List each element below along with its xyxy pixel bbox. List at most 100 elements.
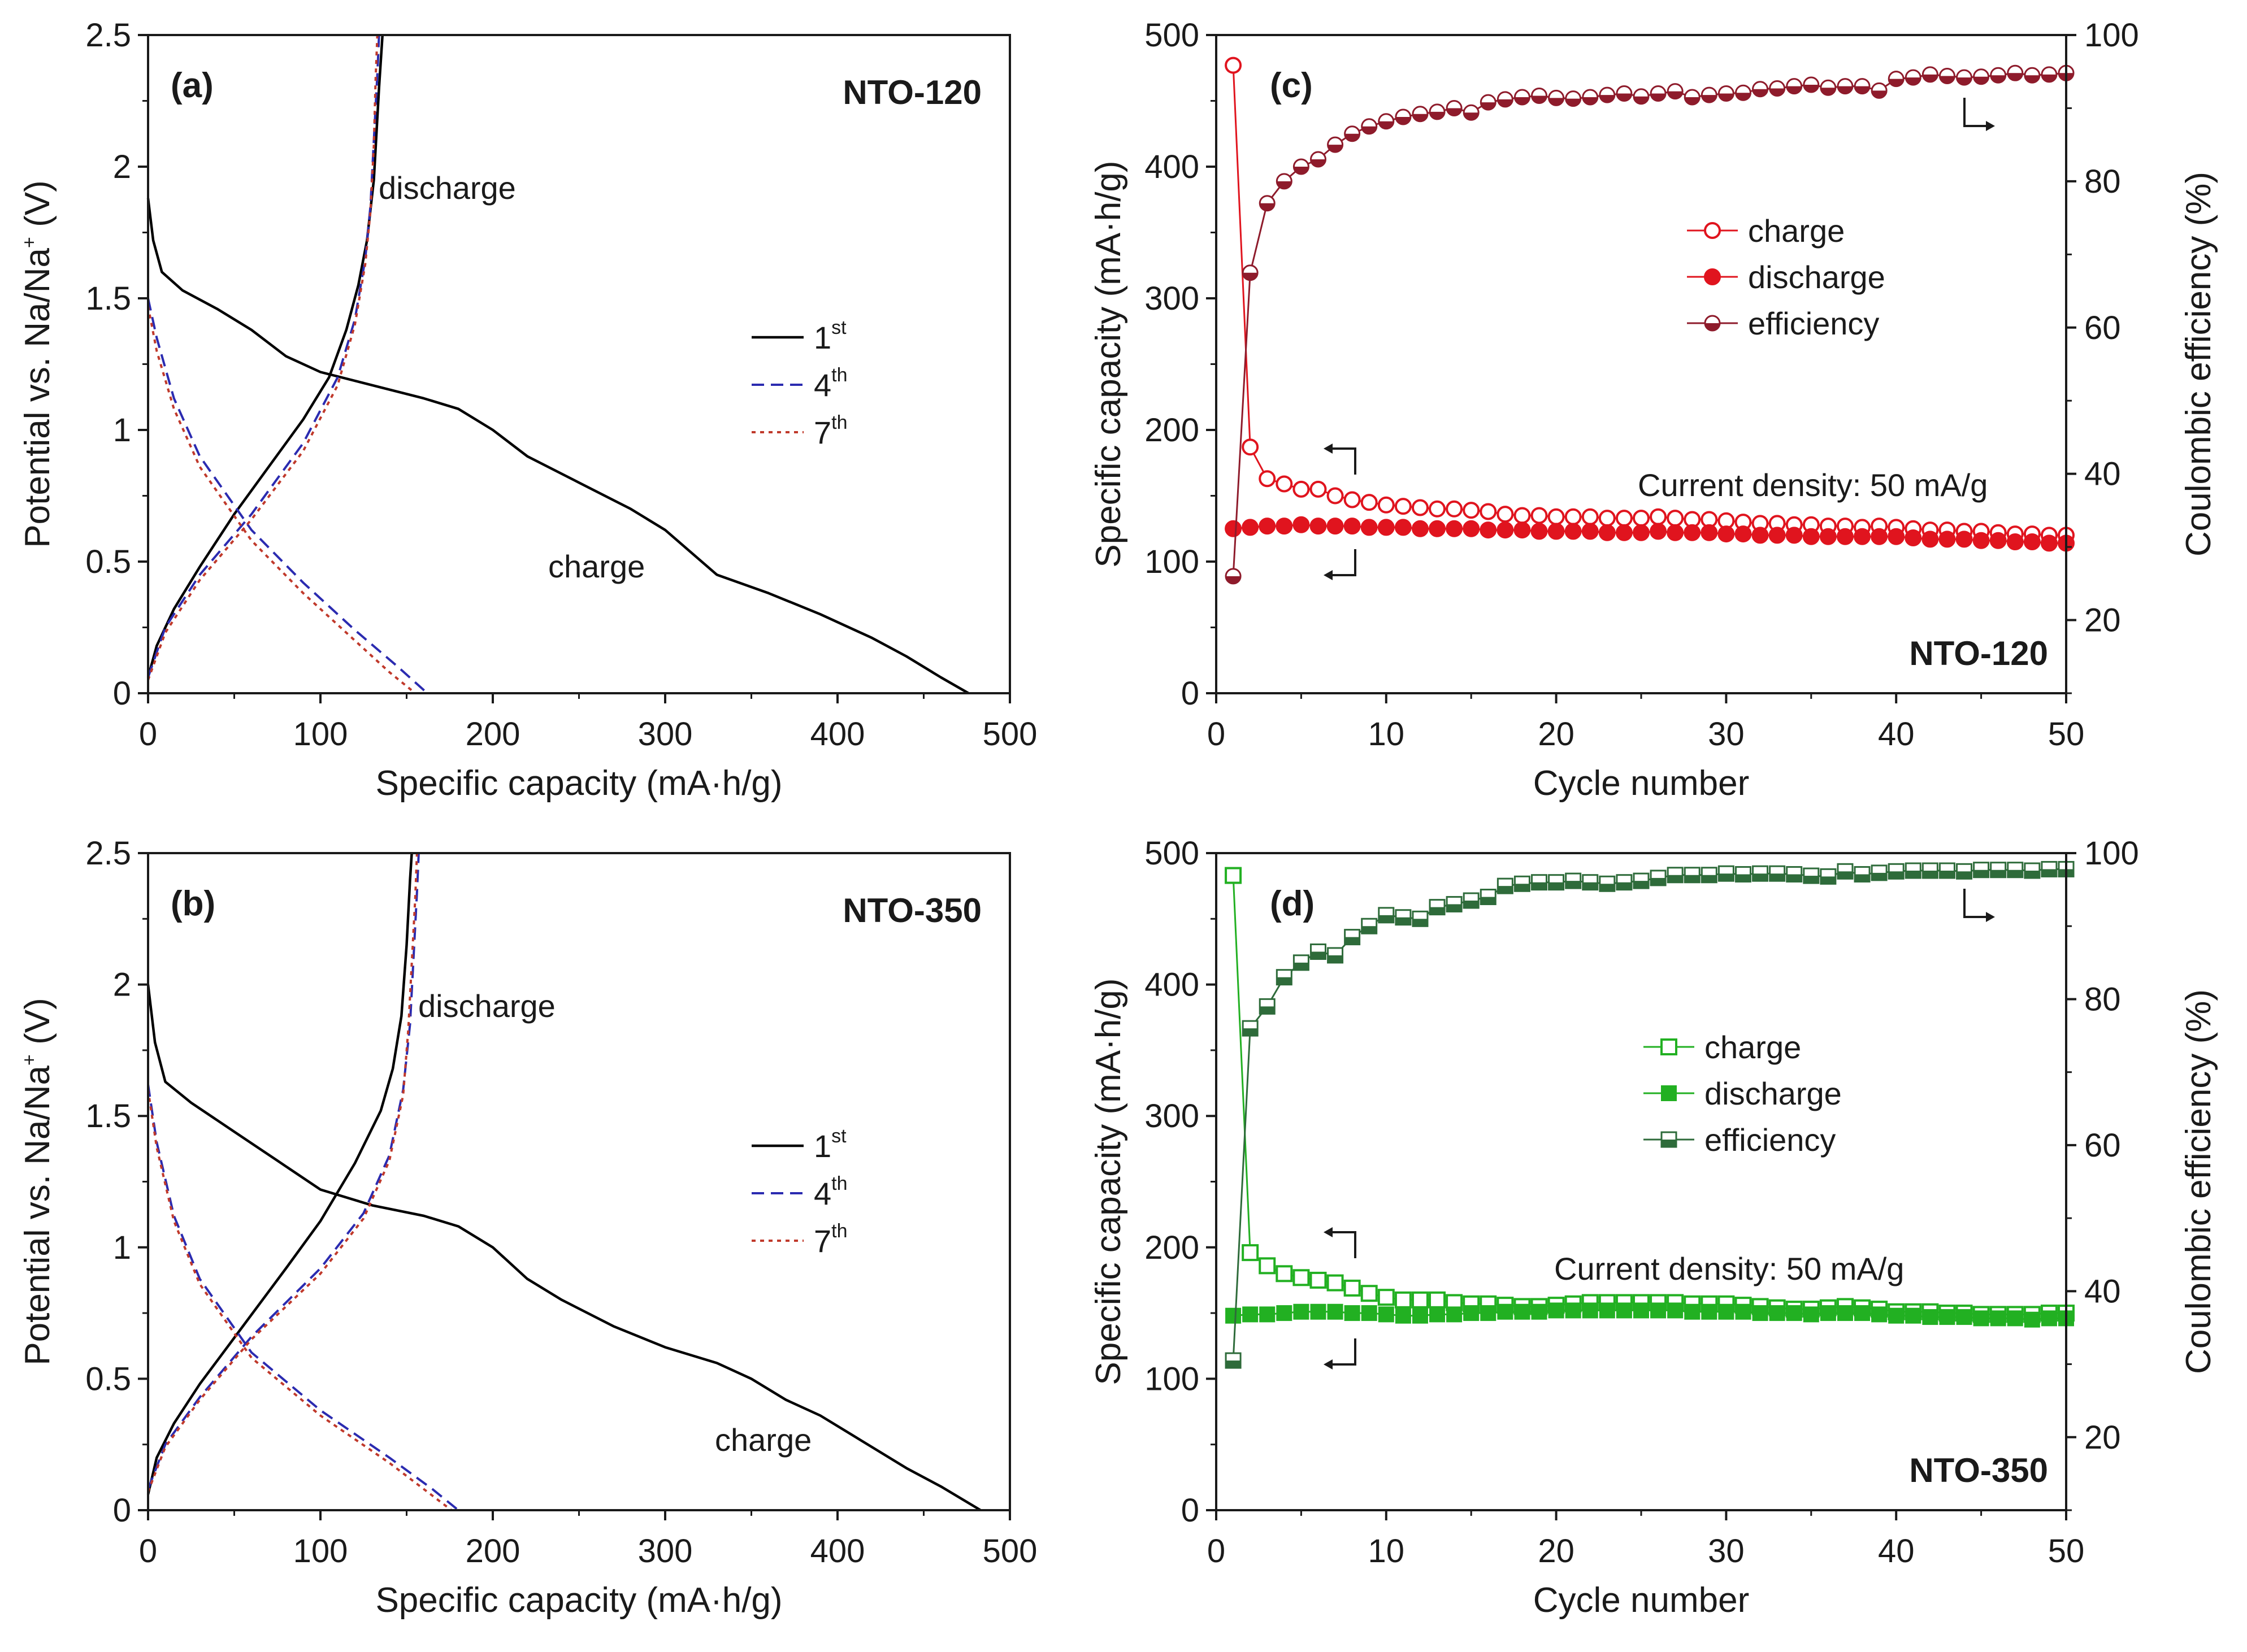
point-efficiency <box>1905 862 1921 879</box>
point-discharge <box>2006 533 2024 551</box>
point-efficiency <box>1769 865 1786 882</box>
point-discharge <box>1751 527 1769 544</box>
point-discharge <box>1412 1307 1428 1324</box>
point-efficiency <box>1429 103 1446 120</box>
y-right-tick-label: 60 <box>2084 310 2121 346</box>
point-discharge <box>1446 520 1463 537</box>
point-discharge <box>1259 518 1276 535</box>
point-efficiency <box>1599 875 1616 892</box>
point-efficiency <box>1990 67 2007 84</box>
curve-4th-discharge <box>147 853 420 1490</box>
y-left-tick-label: 100 <box>1144 1360 1199 1397</box>
y-left-tick-label: 400 <box>1144 967 1199 1003</box>
point-efficiency <box>1871 82 1888 99</box>
point-discharge <box>1378 1306 1394 1323</box>
curve-4th-discharge <box>147 34 380 678</box>
point-efficiency <box>1395 108 1412 125</box>
point-efficiency <box>1905 69 1921 86</box>
annotation-charge: charge <box>715 1422 812 1458</box>
point-charge <box>1259 470 1276 488</box>
point-discharge <box>1667 1302 1684 1319</box>
point-discharge <box>1939 1309 1955 1325</box>
point-charge <box>1377 1289 1395 1306</box>
point-discharge <box>1615 524 1633 541</box>
point-efficiency <box>1820 868 1837 885</box>
y-left-axis-title: Specific capacity (mA·h/g) <box>1089 978 1128 1385</box>
legend-label-fourth: 4th <box>814 364 848 403</box>
point-charge <box>1598 510 1616 527</box>
point-discharge <box>1922 1309 1938 1325</box>
point-discharge <box>1429 520 1446 537</box>
point-efficiency <box>1309 151 1326 168</box>
point-discharge <box>1990 1310 2006 1327</box>
legend-label-first: 1st <box>814 317 847 355</box>
point-efficiency <box>1973 862 1990 879</box>
point-discharge <box>1786 1305 1802 1321</box>
point-discharge <box>1225 1307 1242 1324</box>
point-discharge <box>1769 1305 1785 1321</box>
point-discharge <box>1955 531 1973 548</box>
point-efficiency <box>1429 899 1446 916</box>
point-efficiency <box>1412 106 1429 123</box>
point-charge <box>1429 1291 1446 1308</box>
legend-marker-efficiency <box>1660 1131 1677 1148</box>
point-discharge <box>1684 1303 1701 1320</box>
point-efficiency <box>1327 136 1344 153</box>
legend-marker-charge <box>1660 1038 1677 1055</box>
y-left-tick-label: 300 <box>1144 280 1199 317</box>
y-tick-label: 1 <box>113 412 131 449</box>
x-tick-label: 400 <box>810 716 865 753</box>
y-left-tick-label: 200 <box>1144 412 1199 449</box>
point-efficiency <box>1463 104 1480 121</box>
point-discharge <box>1564 523 1582 540</box>
point-discharge <box>1905 529 1922 547</box>
point-efficiency <box>1854 78 1871 95</box>
point-efficiency <box>1531 87 1548 104</box>
point-discharge <box>2023 533 2041 551</box>
annotation-discharge: discharge <box>379 170 516 206</box>
y-left-tick-label: 400 <box>1144 149 1199 185</box>
point-discharge <box>1343 518 1361 535</box>
point-efficiency <box>1734 866 1751 882</box>
point-efficiency <box>2007 64 2024 81</box>
point-efficiency <box>1292 158 1309 175</box>
point-charge <box>1360 1285 1378 1302</box>
point-efficiency <box>1412 910 1429 927</box>
point-discharge <box>1598 524 1616 541</box>
point-charge <box>1513 507 1531 524</box>
point-efficiency <box>1378 113 1395 130</box>
legend-marker-discharge <box>1661 1085 1677 1101</box>
x-tick-label: 50 <box>2048 1533 2085 1570</box>
x-tick-label: 40 <box>1878 716 1915 753</box>
point-efficiency <box>1616 874 1633 891</box>
curve-7th-discharge <box>147 34 379 681</box>
y-tick-label: 2 <box>113 967 131 1003</box>
panel-tag: (b) <box>171 884 215 923</box>
point-charge <box>1411 1291 1429 1308</box>
point-charge <box>1411 499 1429 516</box>
point-discharge <box>1599 1302 1615 1319</box>
point-discharge <box>1565 1302 1581 1319</box>
arrow-to-left-axis-discharge <box>1327 1338 1356 1366</box>
point-efficiency <box>1684 89 1701 106</box>
point-efficiency <box>1752 81 1769 98</box>
curve-4th-charge <box>147 1084 459 1511</box>
point-charge <box>1343 491 1361 508</box>
point-efficiency <box>1565 90 1582 107</box>
legend-marker-discharge <box>1704 268 1721 285</box>
point-discharge <box>1548 1302 1564 1319</box>
arrow-to-left-axis-charge <box>1327 447 1356 475</box>
x-axis-title: Cycle number <box>1533 1581 1749 1620</box>
point-efficiency <box>2024 862 2041 879</box>
point-efficiency <box>1803 76 1820 93</box>
x-tick-label: 0 <box>1207 716 1225 753</box>
arrow-to-left-axis-charge <box>1327 1231 1356 1258</box>
arrow-to-left-axis-discharge-head <box>1324 1359 1333 1370</box>
x-tick-label: 100 <box>293 716 348 753</box>
legend-label-discharge: discharge <box>1704 1076 1842 1111</box>
point-discharge <box>1582 1302 1598 1319</box>
point-discharge <box>1259 1306 1276 1323</box>
point-charge <box>1242 1244 1259 1262</box>
curve-1st-discharge <box>146 34 384 678</box>
point-discharge <box>1480 1305 1496 1321</box>
